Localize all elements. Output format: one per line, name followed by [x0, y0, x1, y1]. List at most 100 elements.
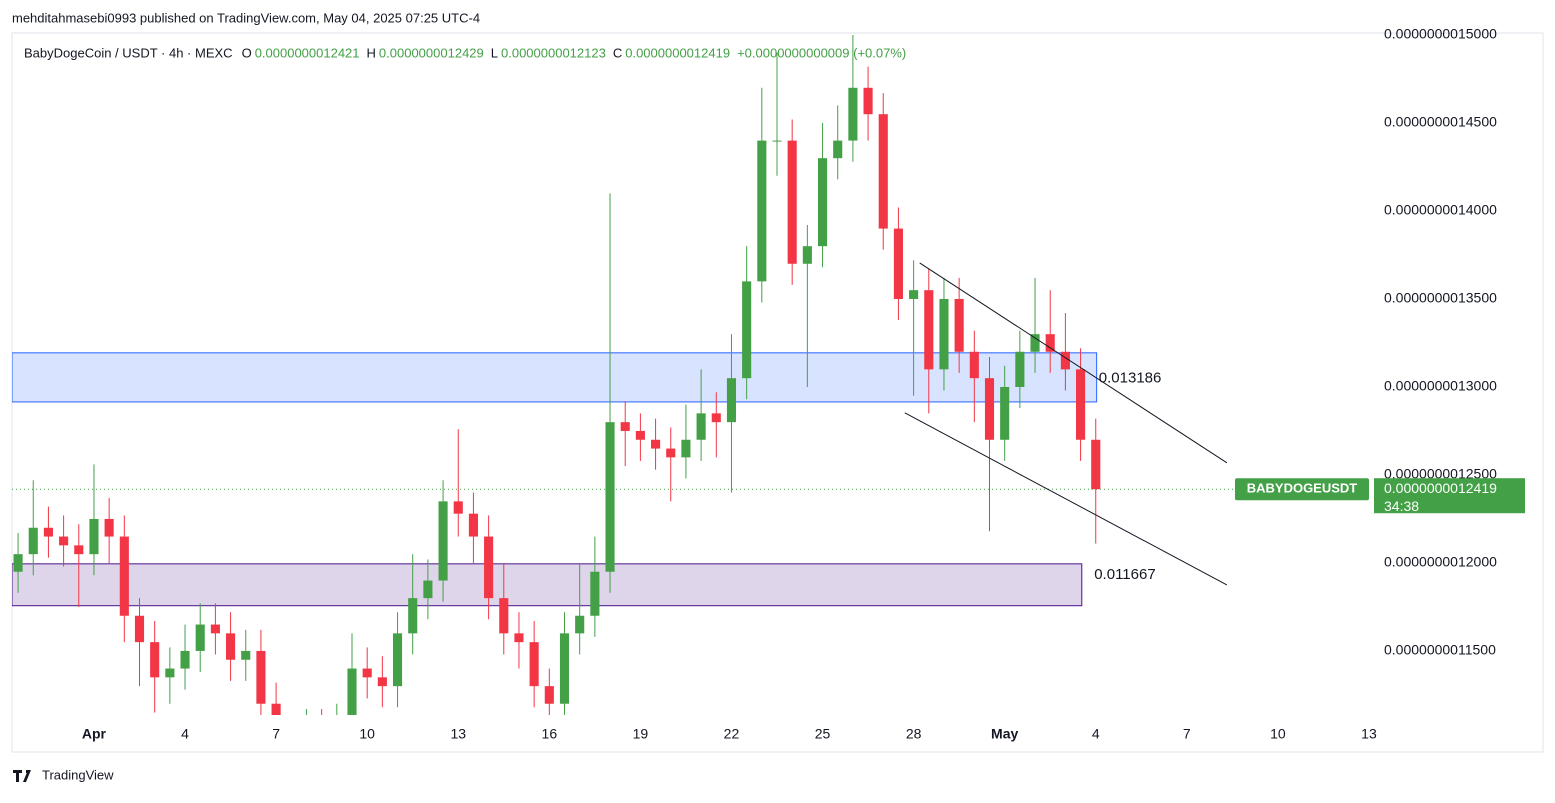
- candle-body: [787, 140, 797, 264]
- candle-body: [332, 730, 341, 739]
- ohlc-value: 0.0000000012419: [625, 45, 730, 60]
- ohlc-value: 0.0000000012429: [379, 45, 484, 60]
- candle-body: [377, 677, 387, 687]
- candle-body: [529, 642, 539, 687]
- candle-body: [1000, 386, 1010, 440]
- candle-body: [43, 527, 53, 537]
- candle-body: [909, 290, 919, 299]
- x-tick-label: 28: [906, 726, 922, 742]
- candle-body: [89, 518, 99, 555]
- candle-body: [256, 650, 266, 704]
- candle-body: [119, 536, 129, 616]
- price-zone: [12, 563, 1083, 607]
- candle-body: [984, 378, 995, 440]
- candle-body: [408, 598, 418, 634]
- price-tag-text: 0.0000000012419: [1384, 480, 1497, 496]
- candle-body: [1045, 334, 1055, 352]
- candle-body: [969, 351, 979, 379]
- ohlc-value: 0.0000000012123: [501, 45, 606, 60]
- annotation: 0.013186: [1099, 370, 1162, 387]
- candle-body: [635, 430, 645, 440]
- candle-body: [13, 554, 23, 572]
- candle-body: [210, 624, 220, 634]
- x-tick-label: May: [991, 726, 1018, 742]
- change: +0.0000000000009 (+0.07%): [737, 45, 906, 60]
- x-tick-label: 19: [633, 726, 649, 742]
- candle-body: [681, 439, 691, 458]
- candle-body: [347, 668, 357, 715]
- candle-body: [954, 298, 964, 352]
- candle-body: [605, 422, 615, 572]
- candle-body: [544, 686, 554, 704]
- trendline: [904, 412, 1228, 586]
- candle-body: [620, 422, 630, 431]
- symbol-info: BabyDogeCoin / USDT · 4h · MEXC: [24, 45, 233, 60]
- candle-body: [104, 518, 114, 537]
- plot: [12, 35, 1372, 748]
- x-tick-label: 22: [724, 726, 740, 742]
- ohlc-label: C: [613, 45, 622, 60]
- candle-body: [878, 114, 888, 229]
- candle-body: [590, 571, 600, 616]
- candle-body: [499, 598, 509, 634]
- symbol-tag-text: BABYDOGEUSDT: [1247, 481, 1358, 496]
- candle-body: [392, 633, 403, 687]
- candle-body: [1076, 369, 1086, 440]
- y-tick-label: 0.0000000011500: [1384, 642, 1496, 658]
- candle-body: [939, 298, 949, 370]
- x-tick-label: 10: [1270, 726, 1286, 742]
- candle-body: [362, 668, 372, 678]
- candle-body: [726, 378, 737, 423]
- candle-body: [468, 513, 478, 537]
- x-tick-label: 4: [181, 726, 189, 742]
- candle-body: [423, 580, 433, 599]
- candle-body: [287, 739, 296, 748]
- candle-body: [711, 413, 721, 423]
- candle-body: [772, 140, 782, 142]
- x-tick-label: 16: [542, 726, 558, 742]
- logo: [13, 770, 31, 782]
- y-tick-label: 0.0000000014500: [1384, 114, 1497, 130]
- y-tick-label: 0.0000000012500: [1384, 466, 1497, 482]
- candle-body: [924, 290, 934, 370]
- annotation: 0.011667: [1094, 566, 1155, 583]
- candle-body: [317, 730, 326, 739]
- price-zone: [12, 352, 1098, 403]
- candle-body: [484, 536, 494, 599]
- x-tick-label: 7: [1183, 726, 1191, 742]
- trendline: [919, 262, 1228, 464]
- candle-body: [453, 501, 463, 514]
- candle-body: [271, 703, 281, 715]
- x-tick-label: 13: [450, 726, 466, 742]
- candle-body: [226, 633, 236, 660]
- x-tick-label: 10: [359, 726, 375, 742]
- symbol-tag: [1235, 478, 1369, 501]
- candle-body: [666, 448, 676, 458]
- candle-body: [150, 642, 160, 678]
- brand: TradingView: [42, 767, 114, 782]
- candle-body: [817, 158, 828, 247]
- candle-body: [241, 650, 251, 660]
- candle-body: [893, 228, 903, 299]
- candle-body: [302, 730, 311, 748]
- ohlc-label: L: [491, 45, 498, 60]
- legend-line: BabyDogeCoin / USDT · 4h · MEXC O 0.000000…: [24, 45, 906, 60]
- published-note: mehditahmasebi0993 published on TradingV…: [12, 10, 480, 25]
- candle-body: [1030, 334, 1040, 352]
- x-tick-label: 7: [272, 726, 280, 742]
- axes: 0.0000000011500 0.0000000012000 0.00000000…: [82, 26, 1525, 742]
- candle-body: [74, 545, 84, 555]
- x-tick-label: 25: [815, 726, 831, 742]
- candle-body: [195, 624, 205, 651]
- candle-body: [757, 140, 767, 282]
- candle-body: [1015, 351, 1025, 387]
- candle-body: [514, 633, 524, 643]
- candle-body: [134, 615, 145, 643]
- y-tick-label: 0.0000000012000: [1384, 554, 1497, 570]
- countdown: 34:38: [1384, 498, 1419, 514]
- y-tick-label: 0.0000000013500: [1384, 290, 1497, 306]
- candle-body: [575, 615, 585, 634]
- candle-body: [802, 246, 812, 264]
- candle-body: [651, 439, 661, 449]
